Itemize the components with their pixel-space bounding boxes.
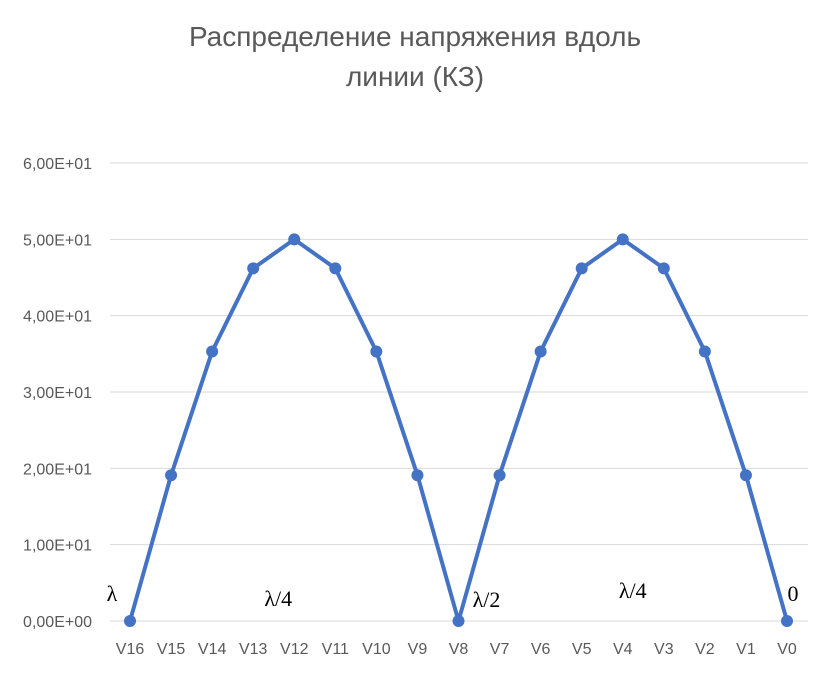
x-tick-label: V13 xyxy=(239,641,268,658)
data-point xyxy=(288,233,301,246)
x-tick-label: V15 xyxy=(157,641,186,658)
x-tick-label: V5 xyxy=(572,641,592,658)
y-tick-label: 0,00E+00 xyxy=(23,614,92,631)
data-point xyxy=(411,469,424,482)
x-tick-label: V2 xyxy=(695,641,715,658)
data-point xyxy=(657,262,670,275)
y-tick-label: 5,00E+01 xyxy=(23,232,92,249)
data-point xyxy=(534,345,547,358)
data-point xyxy=(493,469,506,482)
data-point xyxy=(739,469,752,482)
data-point xyxy=(698,345,711,358)
x-tick-label: V1 xyxy=(736,641,756,658)
data-point xyxy=(247,262,260,275)
data-point xyxy=(370,345,383,358)
data-point xyxy=(575,262,588,275)
y-tick-label: 3,00E+01 xyxy=(23,385,92,402)
y-tick-label: 4,00E+01 xyxy=(23,309,92,326)
x-tick-label: V7 xyxy=(490,641,510,658)
data-point xyxy=(329,262,342,275)
gridlines xyxy=(110,162,808,622)
x-tick-label: V14 xyxy=(198,641,227,658)
annotation-label: 0 xyxy=(788,581,799,606)
series-line xyxy=(128,237,789,623)
x-tick-label: V0 xyxy=(777,641,797,658)
y-tick-label: 1,00E+01 xyxy=(23,538,92,555)
x-tick-label: V12 xyxy=(280,641,309,658)
series xyxy=(124,233,793,627)
x-tick-label: V9 xyxy=(408,641,428,658)
y-tick-label: 6,00E+01 xyxy=(23,156,92,173)
x-tick-label: V8 xyxy=(449,641,469,658)
data-point xyxy=(124,615,136,627)
data-point xyxy=(781,615,793,627)
annotations: λ λ/4 λ/2 λ/4 0 xyxy=(107,578,799,612)
chart-title: Распределение напряжения вдоль линии (КЗ) xyxy=(189,21,641,92)
data-point xyxy=(616,233,629,246)
x-tick-label: V16 xyxy=(116,641,145,658)
x-axis-ticks: V16 V15 V14 V13 V12 V11 V10 V9 V8 V7 V6 V5 V4 V3 V2 V1 V… xyxy=(116,641,797,658)
x-tick-label: V6 xyxy=(531,641,551,658)
annotation-label: λ/4 xyxy=(619,578,647,603)
x-tick-label: V10 xyxy=(362,641,391,658)
annotation-label: λ/4 xyxy=(264,586,292,611)
chart-title-line: линии (КЗ) xyxy=(346,61,484,92)
annotation-label: λ/2 xyxy=(473,587,501,612)
x-tick-label: V11 xyxy=(322,641,349,658)
data-point xyxy=(452,615,465,627)
y-tick-label: 2,00E+01 xyxy=(23,461,92,478)
y-axis-ticks: 0,00E+00 1,00E+01 2,00E+01 3,00E+01 4,00E+01… xyxy=(23,156,92,631)
x-tick-label: V3 xyxy=(654,641,674,658)
x-tick-label: V4 xyxy=(613,641,633,658)
annotation-label: λ xyxy=(107,581,118,606)
chart-title-line: Распределение напряжения вдоль xyxy=(189,21,641,52)
data-point xyxy=(206,345,219,358)
data-point xyxy=(165,469,178,482)
